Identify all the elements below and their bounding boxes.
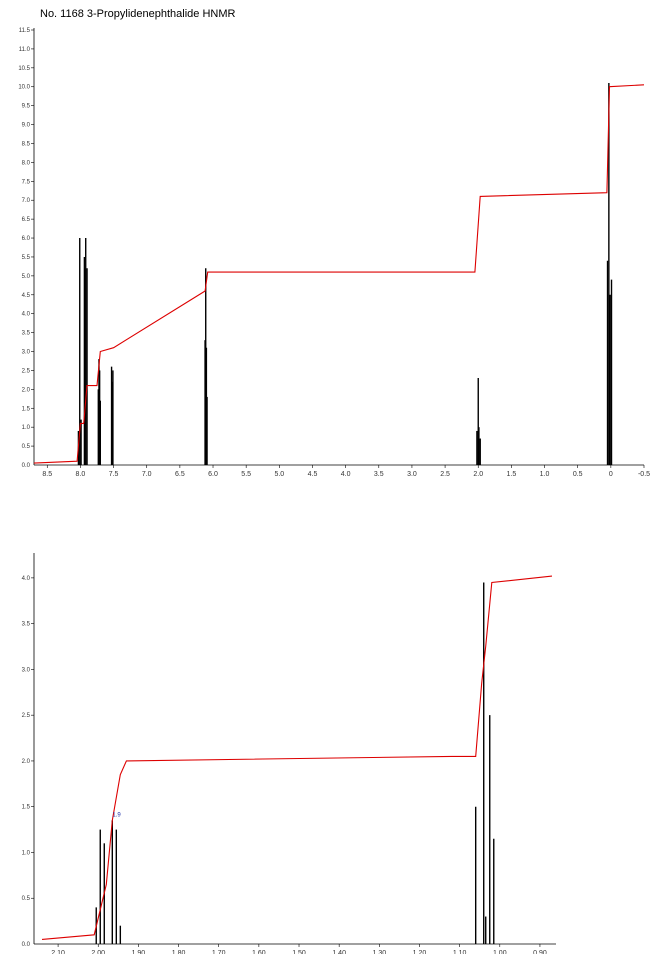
y-tick-label: 0.0 — [22, 463, 31, 469]
x-tick-label: 2.00 — [91, 950, 105, 954]
full-spectrum-panel: 0.5 1.0 1.5 2.0 2.5 3.0 3.5 4.0 4.5 5.0 5.5 6.0 6.5 7… — [18, 28, 650, 478]
x-tick-label: 1.0 — [540, 471, 550, 478]
y-tick-label: 3.0 — [22, 667, 31, 673]
expanded-spectrum-peaks — [95, 582, 495, 944]
x-tick-label: 0 — [609, 471, 613, 478]
x-tick-label: 3.0 — [407, 471, 417, 478]
y-tick-label: 8.0 — [22, 160, 31, 166]
x-tick-label: 1.80 — [172, 950, 186, 954]
x-tick-label: 1.50 — [292, 950, 306, 954]
y-tick-label: 1.0 — [22, 425, 31, 431]
y-tick-label: 6.5 — [22, 217, 31, 223]
y-tick-label: 9.5 — [22, 104, 31, 110]
x-tick-label: 4.5 — [308, 471, 318, 478]
y-tick-label: 5.5 — [22, 255, 31, 261]
chart-title: No. 1168 3-Propylidenephthalide HNMR — [40, 8, 236, 20]
y-tick-label: 7.0 — [22, 198, 31, 204]
full-spectrum-peaks — [77, 82, 613, 465]
x-tick-label: 7.0 — [142, 471, 152, 478]
x-tick-label: 0.90 — [533, 950, 547, 954]
x-tick-label: 7.5 — [109, 471, 119, 478]
y-tick-label: 0.5 — [22, 444, 31, 450]
expanded-spectrum-axes: 0.5 1.0 1.5 2.0 2.5 3.0 3.5 4.0 0.0 2.10 2.00 1.90 1… — [22, 553, 556, 954]
y-tick-label: 1.5 — [22, 406, 31, 412]
full-spectrum-integral — [33, 84, 645, 464]
y-tick-label: 2.5 — [22, 368, 31, 374]
y-tick-label: 8.5 — [22, 141, 31, 147]
x-tick-label: 1.00 — [493, 950, 507, 954]
x-tick-label: 3.5 — [374, 471, 384, 478]
x-tick-label: -0.5 — [638, 471, 650, 478]
x-tick-label: 1.5 — [507, 471, 517, 478]
y-tick-label: 6.0 — [22, 236, 31, 242]
y-tick-label: 9.0 — [22, 123, 31, 129]
x-tick-label: 2.10 — [51, 950, 65, 954]
y-tick-label: 7.5 — [22, 179, 31, 185]
x-tick-label: 1.60 — [252, 950, 266, 954]
x-tick-label: 1.90 — [132, 950, 146, 954]
x-tick-label: 1.10 — [453, 950, 467, 954]
x-tick-label: 1.40 — [332, 950, 346, 954]
y-tick-label: 1.0 — [22, 850, 31, 856]
x-tick-label: 8.5 — [42, 471, 52, 478]
x-tick-label: 1.20 — [413, 950, 427, 954]
y-tick-label: 10.0 — [18, 85, 30, 91]
expanded-spectrum-integral — [41, 575, 553, 940]
y-tick-label: 4.0 — [22, 576, 31, 582]
integral-curve — [41, 575, 553, 940]
x-tick-label: 1.30 — [373, 950, 387, 954]
x-tick-label: 2.5 — [440, 471, 450, 478]
y-tick-label: 5.0 — [22, 274, 31, 280]
peak-label: 1.9 — [112, 813, 121, 819]
x-tick-label: 6.0 — [208, 471, 218, 478]
y-tick-label: 2.0 — [22, 387, 31, 393]
y-tick-label: 0.0 — [22, 942, 31, 948]
y-tick-label: 11.5 — [19, 28, 31, 34]
y-tick-label: 2.5 — [22, 713, 31, 719]
x-tick-label: 0.5 — [573, 471, 583, 478]
y-tick-label: 11.0 — [19, 47, 31, 53]
expanded-spectrum-panel: 0.5 1.0 1.5 2.0 2.5 3.0 3.5 4.0 0.0 2.10 2.00 1.90 1… — [22, 553, 556, 954]
x-tick-label: 1.70 — [212, 950, 226, 954]
y-tick-label: 3.5 — [22, 622, 31, 628]
y-tick-label: 2.0 — [22, 759, 31, 765]
x-tick-label: 5.5 — [241, 471, 251, 478]
full-spectrum-axes: 0.5 1.0 1.5 2.0 2.5 3.0 3.5 4.0 4.5 5.0 5.5 6.0 6.5 7… — [18, 28, 650, 478]
integral-curve — [33, 84, 645, 464]
x-tick-label: 4.0 — [341, 471, 351, 478]
x-tick-label: 6.5 — [175, 471, 185, 478]
y-tick-label: 3.5 — [22, 331, 31, 337]
y-tick-label: 10.5 — [18, 66, 30, 72]
x-tick-label: 2.0 — [473, 471, 483, 478]
y-tick-label: 3.0 — [22, 350, 31, 356]
y-tick-label: 1.5 — [22, 805, 31, 811]
x-tick-label: 5.0 — [274, 471, 284, 478]
y-tick-label: 4.0 — [22, 312, 31, 318]
x-tick-label: 8.0 — [76, 471, 86, 478]
expanded-spectrum-peak-labels: 1.9 — [112, 813, 121, 819]
y-tick-label: 4.5 — [22, 293, 31, 299]
y-tick-label: 0.5 — [22, 896, 31, 902]
